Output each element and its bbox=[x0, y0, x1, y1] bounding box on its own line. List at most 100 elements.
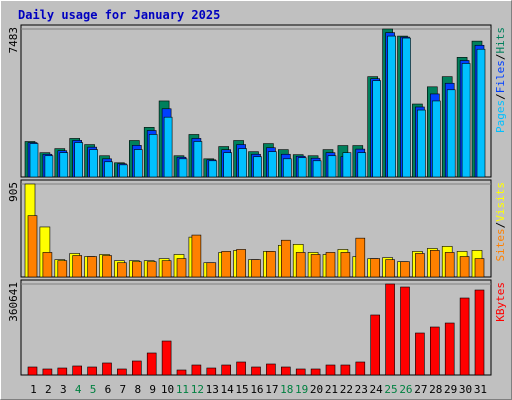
x-tick-label: 13 bbox=[206, 383, 219, 396]
bar bbox=[161, 340, 172, 376]
x-tick-label: 1 bbox=[30, 383, 37, 396]
bar bbox=[117, 262, 127, 278]
bar bbox=[340, 364, 351, 376]
bar bbox=[372, 80, 382, 178]
bar bbox=[474, 258, 485, 278]
bar bbox=[176, 258, 187, 278]
bar bbox=[415, 332, 425, 376]
bar bbox=[146, 352, 157, 376]
bar bbox=[444, 252, 455, 278]
bar bbox=[310, 368, 321, 376]
x-tick-label: 18 bbox=[280, 383, 293, 396]
bar bbox=[415, 253, 425, 278]
bar bbox=[402, 37, 411, 178]
bar bbox=[295, 252, 306, 278]
x-tick-label: 15 bbox=[235, 383, 248, 396]
bar bbox=[446, 89, 456, 178]
bar bbox=[295, 368, 306, 376]
bar bbox=[325, 252, 336, 278]
legend: KBytes bbox=[494, 282, 507, 322]
x-tick-label: 16 bbox=[250, 383, 263, 396]
legend-entry: Hits bbox=[494, 27, 507, 54]
bar bbox=[459, 297, 470, 376]
bar bbox=[312, 160, 322, 178]
bar bbox=[236, 361, 246, 376]
bar bbox=[42, 368, 53, 376]
bar bbox=[208, 160, 218, 178]
bar bbox=[370, 258, 381, 278]
bar bbox=[431, 100, 441, 178]
bar bbox=[444, 322, 455, 376]
legend-entry: KBytes bbox=[494, 282, 507, 322]
bar bbox=[476, 48, 486, 178]
x-tick-label: 29 bbox=[444, 383, 457, 396]
legend-separator: / bbox=[494, 93, 507, 100]
bar bbox=[266, 251, 276, 278]
x-tick-label: 3 bbox=[60, 383, 67, 396]
bar bbox=[461, 63, 471, 178]
bar bbox=[355, 361, 366, 376]
bar bbox=[251, 366, 261, 376]
y-tick-label: 905 bbox=[7, 182, 20, 202]
bar bbox=[385, 283, 395, 376]
y-tick-label: 360641 bbox=[7, 282, 20, 322]
bar bbox=[27, 215, 38, 278]
bar bbox=[148, 134, 158, 178]
bar bbox=[206, 262, 217, 278]
x-tick-label: 7 bbox=[120, 383, 127, 396]
x-tick-label: 19 bbox=[295, 383, 308, 396]
x-tick-label: 5 bbox=[90, 383, 97, 396]
bar bbox=[385, 259, 395, 278]
bar bbox=[238, 148, 247, 178]
x-tick-label: 17 bbox=[265, 383, 278, 396]
bar bbox=[206, 367, 217, 376]
x-tick-label: 2 bbox=[45, 383, 52, 396]
bar bbox=[119, 164, 128, 178]
x-tick-label: 28 bbox=[429, 383, 442, 396]
bar bbox=[89, 149, 98, 178]
legend-entry: Files bbox=[494, 60, 507, 93]
bar bbox=[102, 255, 112, 278]
bar bbox=[178, 158, 188, 178]
bar bbox=[474, 289, 485, 376]
x-tick-label: 30 bbox=[459, 383, 472, 396]
legend: Sites/Visits bbox=[494, 182, 507, 262]
bar bbox=[44, 155, 54, 178]
bar bbox=[459, 256, 470, 278]
bar bbox=[146, 261, 157, 278]
bar bbox=[57, 260, 68, 278]
bar bbox=[280, 239, 291, 278]
panel bbox=[20, 279, 492, 376]
chart-title: Daily usage for January 2025 bbox=[18, 8, 220, 22]
bar bbox=[236, 249, 246, 278]
x-tick-label: 12 bbox=[191, 383, 204, 396]
x-tick-label: 31 bbox=[474, 383, 487, 396]
bar bbox=[310, 254, 321, 278]
bar bbox=[87, 256, 97, 278]
bar bbox=[223, 152, 232, 178]
x-tick-label: 23 bbox=[355, 383, 368, 396]
bar bbox=[117, 368, 127, 376]
bar bbox=[132, 261, 142, 278]
bar bbox=[221, 364, 231, 376]
x-tick-label: 22 bbox=[340, 383, 353, 396]
bar bbox=[370, 314, 381, 376]
bar bbox=[429, 326, 440, 376]
bar bbox=[27, 366, 38, 376]
bar bbox=[42, 252, 53, 278]
legend-separator: / bbox=[494, 222, 507, 229]
bar bbox=[400, 261, 410, 278]
bar bbox=[282, 158, 292, 178]
bar bbox=[253, 156, 262, 178]
x-tick-label: 11 bbox=[176, 383, 189, 396]
x-tick-label: 10 bbox=[161, 383, 174, 396]
bar bbox=[297, 157, 307, 178]
bar bbox=[429, 250, 440, 278]
x-tick-label: 27 bbox=[414, 383, 427, 396]
bar bbox=[355, 237, 366, 278]
y-tick-label: 7483 bbox=[7, 27, 20, 54]
bar bbox=[251, 259, 261, 278]
x-tick-label: 26 bbox=[399, 383, 412, 396]
